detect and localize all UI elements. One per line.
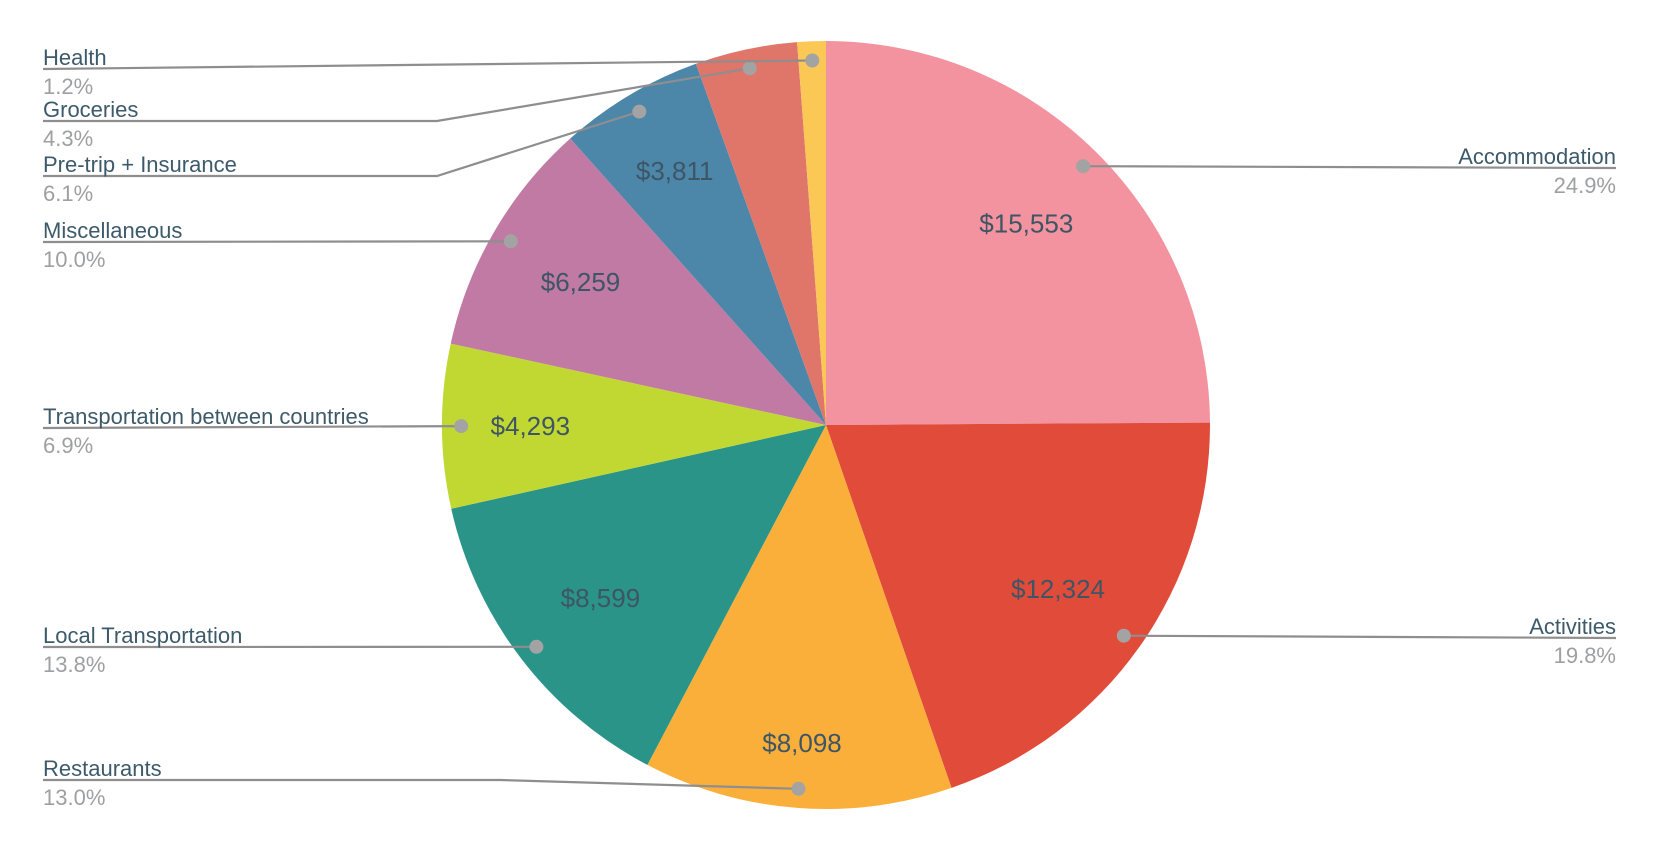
category-label-miscellaneous: Miscellaneous — [43, 218, 182, 243]
leader-line-restaurants — [43, 778, 799, 790]
percent-label-transportation-between-countries: 6.9% — [43, 433, 93, 458]
leader-dot-restaurants — [791, 781, 806, 796]
slice-value-miscellaneous: $6,259 — [541, 267, 621, 297]
percent-label-miscellaneous: 10.0% — [43, 247, 105, 272]
leader-line-transportation-between-countries — [42, 425, 462, 430]
pie-slice-groceries[interactable] — [695, 42, 826, 426]
percent-label-pre-trip-insurance: 6.1% — [43, 181, 93, 206]
category-label-groceries: Groceries — [43, 97, 138, 122]
percent-label-accommodation: 24.9% — [1554, 173, 1616, 198]
category-label-accommodation: Accommodation — [1458, 144, 1616, 169]
leader-dot-activities — [1116, 628, 1131, 643]
category-label-transportation-between-countries: Transportation between countries — [43, 404, 369, 429]
percent-label-local-transportation: 13.8% — [43, 652, 105, 677]
leader-dot-miscellaneous — [503, 234, 518, 249]
leader-dot-pre-trip-insurance — [632, 104, 647, 119]
pie-slice-local-transportation[interactable] — [451, 425, 826, 765]
category-label-restaurants: Restaurants — [43, 756, 162, 781]
leader-lines — [42, 53, 1617, 796]
slice-value-activities: $12,324 — [1011, 574, 1105, 604]
leader-dot-groceries — [742, 61, 757, 76]
category-label-activities: Activities — [1529, 614, 1616, 639]
pie-slice-health[interactable] — [797, 41, 826, 425]
leader-dot-accommodation — [1076, 159, 1091, 174]
leader-dot-local-transportation — [529, 639, 544, 654]
slice-value-pre-trip-insurance: $3,811 — [636, 156, 714, 186]
pie-slice-restaurants[interactable] — [647, 425, 952, 809]
category-label-local-transportation: Local Transportation — [43, 623, 242, 648]
slice-value-transportation-between-countries: $4,293 — [491, 411, 571, 441]
leader-dot-health — [805, 53, 820, 68]
leader-line-groceries — [43, 67, 750, 123]
slice-value-local-transportation: $8,599 — [561, 583, 641, 613]
percent-label-groceries: 4.3% — [43, 126, 93, 151]
pie-slice-accommodation[interactable] — [826, 41, 1210, 425]
pie-slice-activities[interactable] — [826, 422, 1210, 788]
slice-value-restaurants: $8,098 — [762, 728, 842, 758]
leader-dot-transportation-between-countries — [454, 419, 469, 434]
percent-label-activities: 19.8% — [1554, 643, 1616, 668]
percent-label-restaurants: 13.0% — [43, 785, 105, 810]
pie-slices — [442, 41, 1210, 809]
category-label-pre-trip-insurance: Pre-trip + Insurance — [43, 152, 237, 177]
pie-slice-miscellaneous[interactable] — [450, 138, 826, 425]
leader-line-activities — [1123, 634, 1617, 640]
leader-line-miscellaneous — [42, 240, 511, 244]
chart-labels: $15,553 Accommodation 24.9% $12,324 Activiti… — [43, 45, 1616, 810]
category-label-health: Health — [43, 45, 107, 70]
percent-label-health: 1.2% — [43, 74, 93, 99]
slice-value-accommodation: $15,553 — [979, 209, 1073, 239]
leader-line-accommodation — [1083, 165, 1617, 170]
pie-slice-pre-trip-insurance[interactable] — [570, 63, 826, 425]
pie-slice-transportation-between-countries[interactable] — [442, 343, 826, 509]
leader-line-pre-trip-insurance — [43, 110, 640, 178]
leader-line-health — [42, 59, 813, 71]
